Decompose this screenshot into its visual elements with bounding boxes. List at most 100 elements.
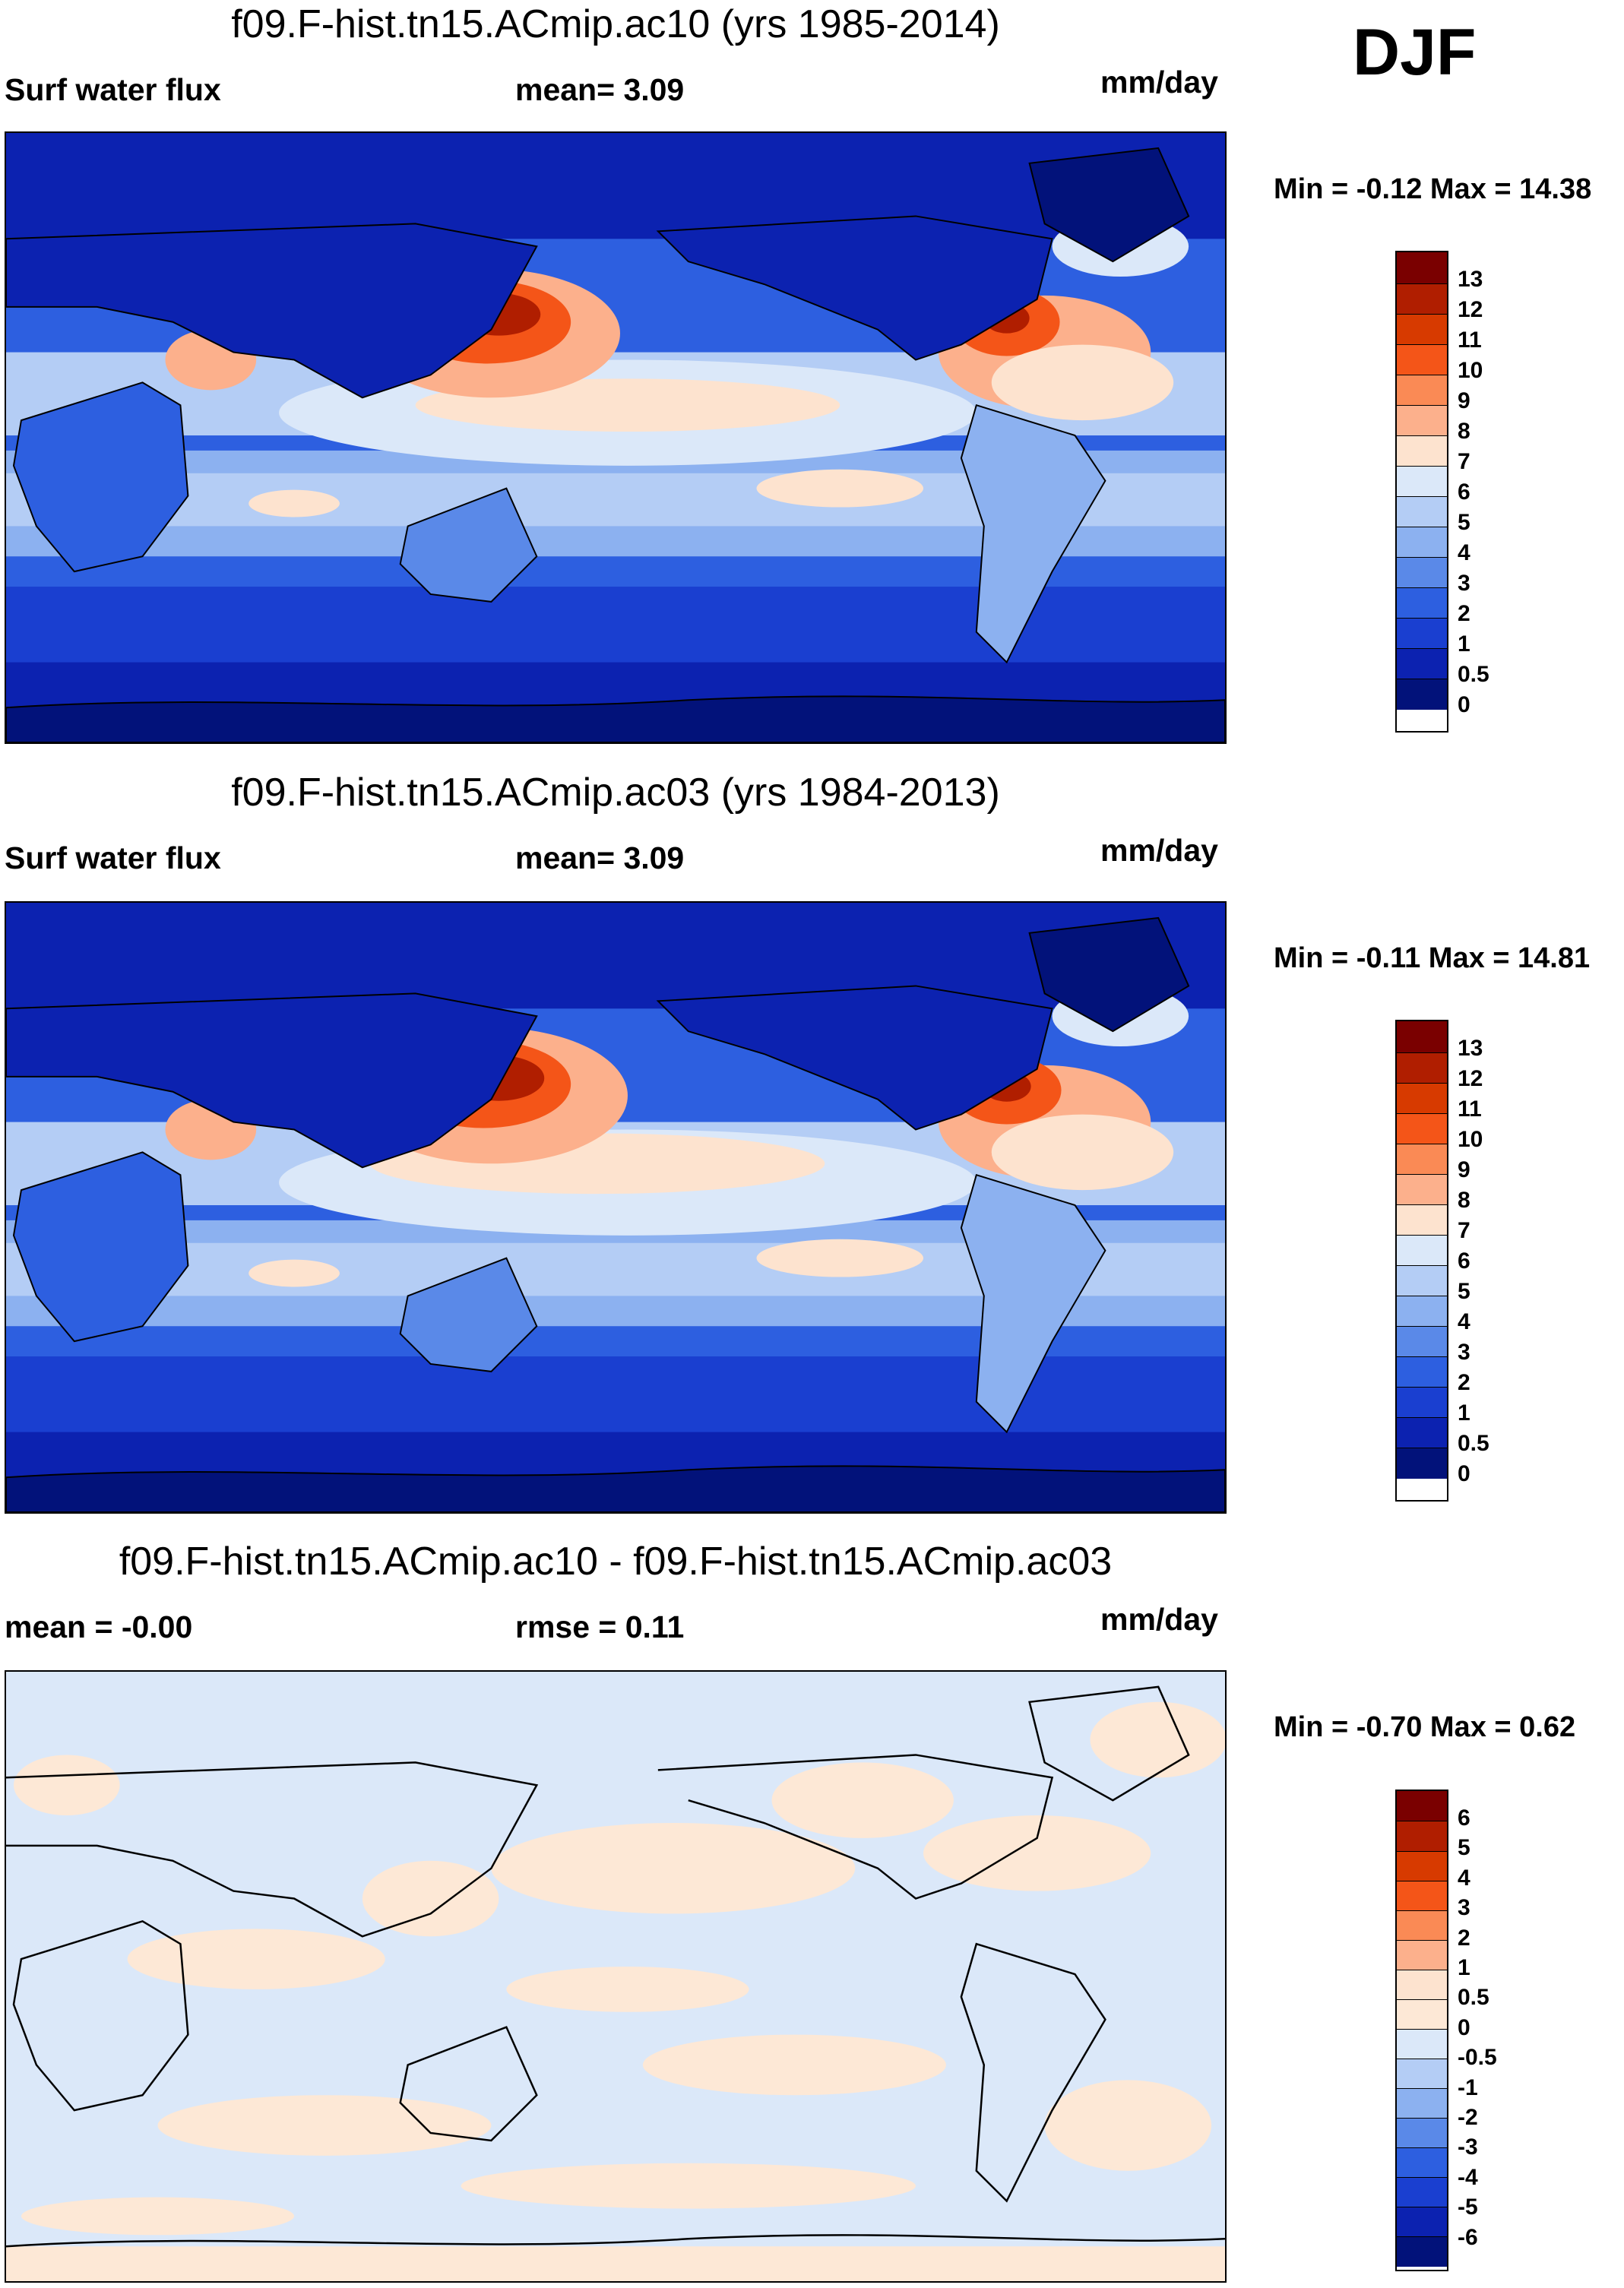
colorbar-segment	[1397, 2207, 1447, 2237]
panel-1-colorbar	[1395, 251, 1448, 733]
colorbar-segment	[1397, 1084, 1447, 1114]
colorbar-tick: 13	[1458, 267, 1483, 292]
colorbar-tick: 4	[1458, 1866, 1470, 1891]
colorbar-segment	[1397, 1296, 1447, 1327]
colorbar-tick: 8	[1458, 419, 1470, 444]
colorbar-segment	[1397, 2119, 1447, 2148]
colorbar-segment	[1397, 619, 1447, 649]
panel-1-mean-label: mean= 3.09	[515, 72, 685, 107]
panel-3-colorbar	[1395, 1790, 1448, 2271]
panel-3-map	[5, 1670, 1227, 2283]
colorbar-segment	[1397, 2000, 1447, 2030]
colorbar-tick: 4	[1458, 1309, 1470, 1334]
colorbar-segment	[1397, 436, 1447, 467]
colorbar-tick: 13	[1458, 1036, 1483, 1061]
colorbar-tick: 5	[1458, 510, 1470, 535]
colorbar-tick: 4	[1458, 540, 1470, 565]
colorbar-tick: -6	[1458, 2225, 1478, 2250]
colorbar-tick: 6	[1458, 1805, 1470, 1831]
colorbar-tick: -1	[1458, 2075, 1478, 2100]
colorbar-segment	[1397, 1448, 1447, 1479]
panel-2-colorbar	[1395, 1020, 1448, 1502]
colorbar-segment	[1397, 1881, 1447, 1911]
colorbar-tick: 6	[1458, 479, 1470, 505]
colorbar-tick: 0	[1458, 692, 1470, 717]
colorbar-segment	[1397, 1388, 1447, 1418]
colorbar-segment	[1397, 315, 1447, 345]
colorbar-segment	[1397, 1114, 1447, 1144]
colorbar-segment	[1397, 2059, 1447, 2089]
colorbar-segment	[1397, 1791, 1447, 1821]
colorbar-tick: 0	[1458, 2015, 1470, 2040]
colorbar-tick: -2	[1458, 2105, 1478, 2130]
colorbar-segment	[1397, 1327, 1447, 1357]
colorbar-segment	[1397, 1970, 1447, 2000]
panel-2-mean-label: mean= 3.09	[515, 840, 685, 875]
panel-3-units-label: mm/day	[1100, 1602, 1218, 1637]
colorbar-segment	[1397, 1236, 1447, 1266]
colorbar-tick: 1	[1458, 1955, 1470, 1980]
colorbar-segment	[1397, 375, 1447, 406]
colorbar-segment	[1397, 1266, 1447, 1296]
colorbar-segment	[1397, 558, 1447, 588]
colorbar-tick: -4	[1458, 2165, 1478, 2190]
colorbar-tick: 10	[1458, 1127, 1483, 1152]
colorbar-tick: 10	[1458, 358, 1483, 383]
panel-1-variable-label: Surf water flux	[5, 72, 221, 107]
colorbar-segment	[1397, 1175, 1447, 1205]
colorbar-tick: -3	[1458, 2135, 1478, 2160]
colorbar-segment	[1397, 1144, 1447, 1175]
colorbar-segment	[1397, 649, 1447, 679]
colorbar-tick: 11	[1458, 1097, 1482, 1122]
colorbar-tick: 2	[1458, 601, 1470, 626]
colorbar-segment	[1397, 2030, 1447, 2059]
colorbar-tick: -5	[1458, 2195, 1478, 2220]
colorbar-tick: 11	[1458, 328, 1482, 353]
colorbar-tick: -0.5	[1458, 2045, 1497, 2070]
colorbar-segment	[1397, 2178, 1447, 2207]
colorbar-tick: 0	[1458, 1461, 1470, 1486]
panel-2-minmax: Min = -0.11 Max = 14.81	[1274, 942, 1591, 974]
colorbar-segment	[1397, 679, 1447, 710]
colorbar-tick: 2	[1458, 1926, 1470, 1951]
panel-1-units-label: mm/day	[1100, 65, 1218, 100]
panel-3-rmse-label: rmse = 0.11	[515, 1609, 685, 1644]
colorbar-segment	[1397, 1418, 1447, 1448]
colorbar-segment	[1397, 2089, 1447, 2119]
colorbar-tick: 0.5	[1458, 1431, 1489, 1456]
colorbar-tick: 3	[1458, 1895, 1470, 1920]
colorbar-tick: 0.5	[1458, 662, 1489, 687]
colorbar-segment	[1397, 1911, 1447, 1941]
panel-1-map	[5, 131, 1227, 744]
colorbar-tick: 7	[1458, 1218, 1470, 1243]
colorbar-tick: 6	[1458, 1248, 1470, 1274]
panel-2-title: f09.F-hist.tn15.ACmip.ac03 (yrs 1984-201…	[231, 771, 1000, 815]
colorbar-segment	[1397, 252, 1447, 284]
colorbar-tick: 8	[1458, 1188, 1470, 1213]
colorbar-tick: 2	[1458, 1370, 1470, 1395]
panel-3-mean-label: mean = -0.00	[5, 1609, 193, 1644]
colorbar-tick: 5	[1458, 1835, 1470, 1860]
colorbar-segment	[1397, 588, 1447, 619]
colorbar-segment	[1397, 2148, 1447, 2178]
colorbar-segment	[1397, 406, 1447, 436]
colorbar-tick: 0.5	[1458, 1985, 1489, 2010]
colorbar-tick: 9	[1458, 388, 1470, 413]
colorbar-segment	[1397, 2237, 1447, 2267]
panel-3-minmax: Min = -0.70 Max = 0.62	[1274, 1711, 1576, 1743]
panel-1-minmax: Min = -0.12 Max = 14.38	[1274, 173, 1592, 205]
colorbar-segment	[1397, 1205, 1447, 1236]
colorbar-tick: 7	[1458, 449, 1470, 474]
colorbar-tick: 12	[1458, 297, 1483, 322]
panel-2-units-label: mm/day	[1100, 833, 1218, 868]
panel-2-variable-label: Surf water flux	[5, 840, 221, 875]
panel-3-title: f09.F-hist.tn15.ACmip.ac10 - f09.F-hist.…	[119, 1540, 1113, 1584]
colorbar-segment	[1397, 1357, 1447, 1388]
colorbar-segment	[1397, 1821, 1447, 1852]
panel-2-map	[5, 901, 1227, 1514]
colorbar-segment	[1397, 467, 1447, 497]
colorbar-segment	[1397, 1021, 1447, 1053]
panel-1-title: f09.F-hist.tn15.ACmip.ac10 (yrs 1985-201…	[231, 2, 1000, 46]
colorbar-segment	[1397, 527, 1447, 558]
colorbar-segment	[1397, 1941, 1447, 1970]
